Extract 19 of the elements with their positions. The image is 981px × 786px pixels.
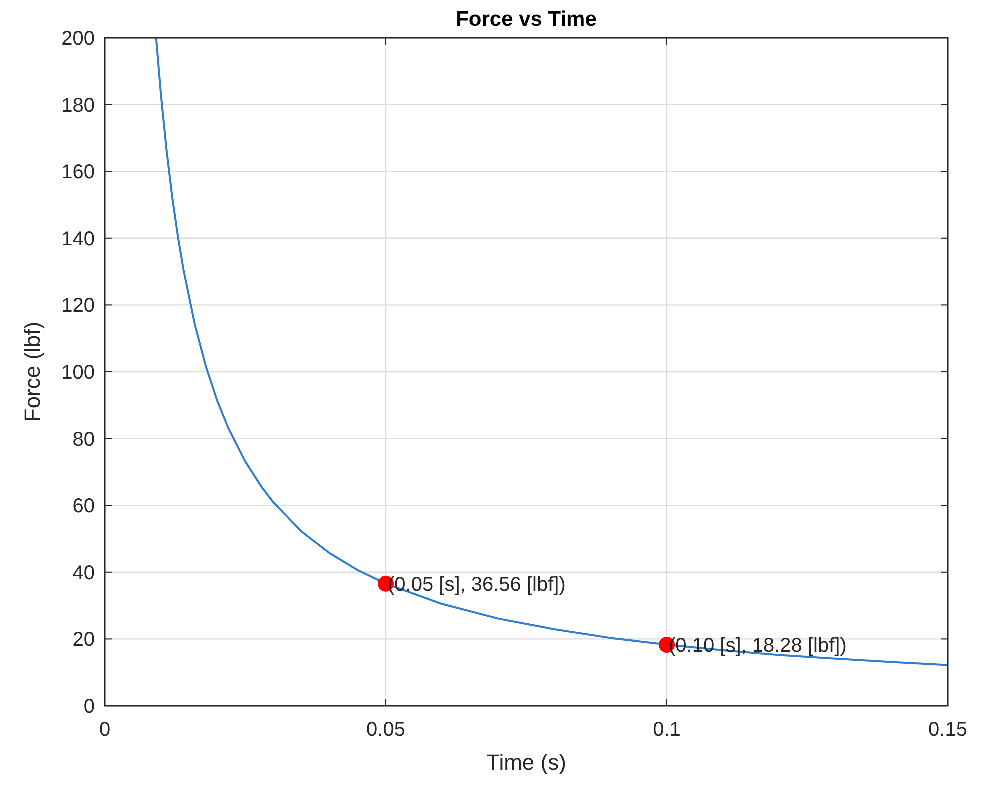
y-tick-label: 200 [62,28,95,50]
x-tick-label: 0.05 [366,719,406,741]
y-tick-label: 40 [72,562,95,584]
y-tick-label: 120 [62,295,95,318]
y-tick-label: 20 [72,629,95,652]
x-axis-title: Time (s) [486,750,566,775]
y-tick-label: 80 [72,428,95,451]
y-tick-label: 160 [62,162,95,184]
line-series [155,38,948,666]
y-tick-label: 60 [72,496,95,518]
x-tick-label: 0.15 [928,719,968,741]
x-tick-label: 0.1 [653,719,681,741]
x-tick-label: 0 [99,719,111,741]
y-tick-label: 100 [62,362,95,384]
y-tick-label: 0 [84,696,95,718]
y-tick-label: 180 [62,94,95,117]
chart-title: Force vs Time [456,8,597,31]
y-axis-title: Force (lbf) [20,322,45,422]
y-tick-label: 140 [62,228,95,250]
